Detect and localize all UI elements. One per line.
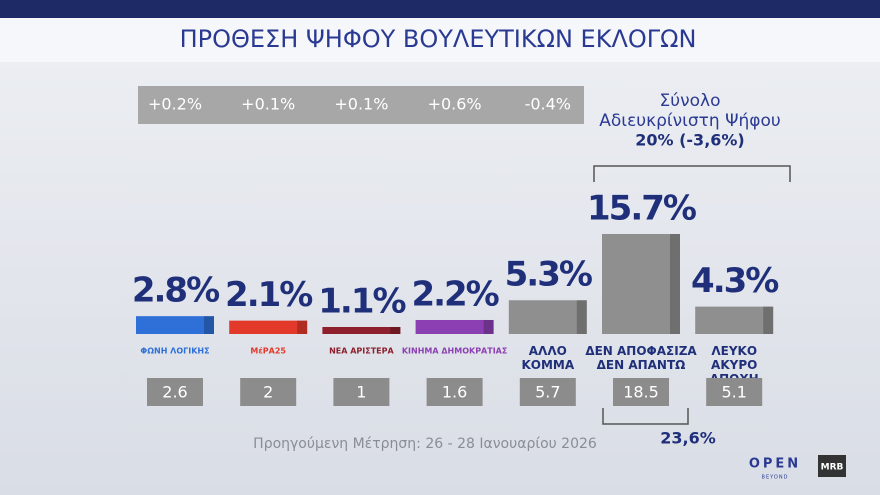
previous-value: 1 bbox=[356, 383, 366, 402]
undecided-value: 20% (-3,6%) bbox=[635, 131, 745, 150]
bar-side bbox=[763, 306, 774, 334]
undecided-title: Σύνολο Αδιευκρίνιστη Ψήφου bbox=[599, 91, 780, 131]
bracket bbox=[593, 165, 791, 182]
top-band bbox=[0, 0, 880, 18]
bar-side bbox=[483, 319, 494, 334]
previous-box bbox=[613, 378, 669, 406]
value-label: 1.1% bbox=[318, 281, 405, 321]
change-label: +0.6% bbox=[428, 95, 482, 114]
bar bbox=[229, 320, 308, 334]
value-label: 2.1% bbox=[225, 275, 312, 315]
bar-side bbox=[576, 300, 587, 334]
change-label: -0.4% bbox=[525, 95, 571, 114]
category-label: ΦΩΝΗ ΛΟΓΙΚΗΣ bbox=[140, 347, 209, 356]
change-label: +0.1% bbox=[241, 95, 295, 114]
previous-value: 1.6 bbox=[442, 383, 467, 402]
previous-note: Προηγούμενη Μέτρηση: 26 - 28 Ιανουαρίου … bbox=[253, 436, 597, 452]
category-label: ΜέΡΑ25 bbox=[250, 346, 286, 356]
value-label: 4.3% bbox=[691, 261, 778, 301]
bar-side bbox=[204, 316, 214, 334]
previous-box bbox=[519, 378, 576, 406]
previous-box bbox=[333, 378, 390, 406]
logo: OPEN bbox=[749, 457, 801, 472]
value-label: 15.7% bbox=[587, 189, 696, 229]
value-label: 5.3% bbox=[505, 255, 592, 295]
bracket bbox=[602, 408, 689, 425]
undecided-previous: 23,6% bbox=[660, 429, 716, 448]
previous-value: 5.7 bbox=[535, 383, 560, 402]
previous-box bbox=[426, 378, 483, 406]
previous-value: 18.5 bbox=[623, 383, 659, 402]
bar bbox=[322, 326, 401, 334]
category-label: ΝΕΑ ΑΡΙΣΤΕΡΑ bbox=[329, 347, 394, 356]
bar-side bbox=[390, 326, 401, 334]
category-label: ΚΙΝΗΜΑ ΔΗΜΟΚΡΑΤΙΑΣ bbox=[402, 347, 508, 356]
title-band bbox=[0, 18, 880, 62]
bar bbox=[136, 316, 214, 334]
chart-title: ΠΡΟΘΕΣΗ ΨΗΦΟΥ ΒΟΥΛΕΥΤΙΚΩΝ ΕΚΛΟΓΩΝ bbox=[180, 25, 697, 53]
previous-box bbox=[240, 378, 297, 406]
change-label: +0.1% bbox=[334, 95, 388, 114]
change-band bbox=[138, 86, 584, 124]
bar bbox=[602, 234, 680, 334]
value-label: 2.8% bbox=[132, 271, 219, 311]
logo: MRB bbox=[821, 463, 844, 473]
category-label: ΔΕΝ ΑΠΟΦΑΣΙΖΑ ΔΕΝ ΑΠΑΝΤΩ bbox=[585, 344, 697, 372]
bar-side bbox=[297, 320, 308, 334]
previous-value: 2.6 bbox=[162, 383, 187, 402]
category-label: ΑΛΛΟ ΚΟΜΜΑ bbox=[521, 344, 574, 372]
bar bbox=[415, 319, 494, 334]
previous-value: 2 bbox=[263, 383, 273, 402]
change-label: +0.2% bbox=[148, 95, 202, 114]
logo: BEYOND bbox=[762, 475, 789, 481]
logo-box bbox=[818, 455, 846, 477]
previous-value: 5.1 bbox=[721, 383, 746, 402]
bar bbox=[695, 306, 774, 334]
bar-side bbox=[670, 234, 680, 334]
value-label: 2.2% bbox=[411, 274, 498, 314]
previous-box bbox=[147, 378, 203, 406]
bar bbox=[508, 300, 587, 334]
previous-box bbox=[706, 378, 763, 406]
